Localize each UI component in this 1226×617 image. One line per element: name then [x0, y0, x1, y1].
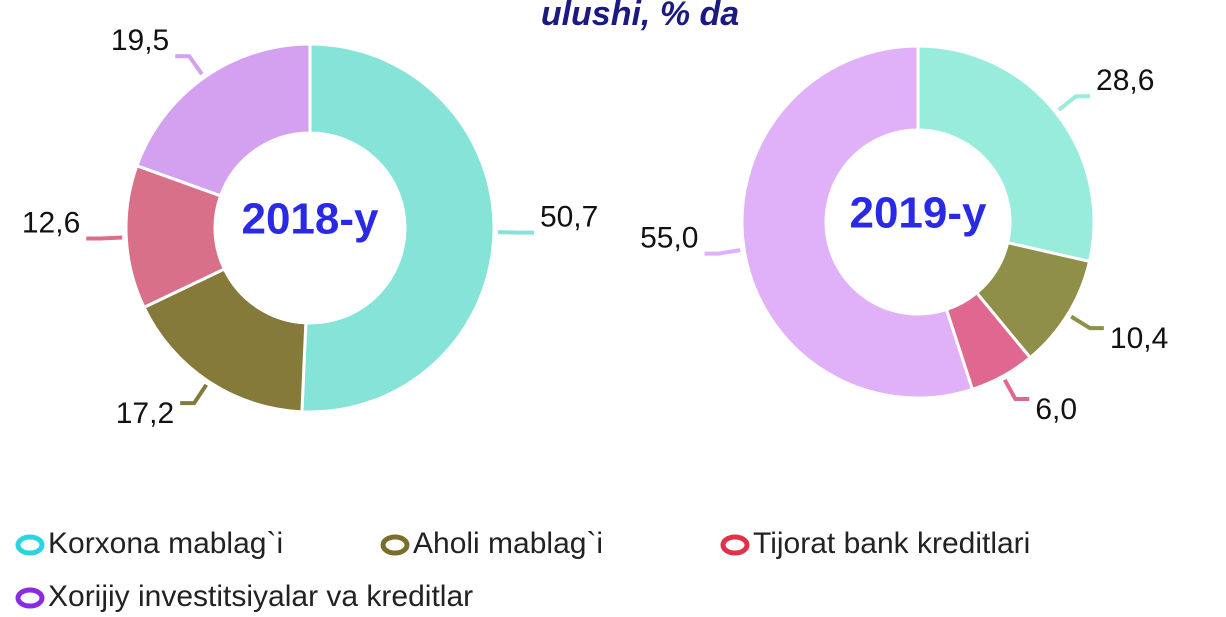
legend-marker: [720, 534, 750, 556]
legend-label: Aholi mablag`i: [413, 527, 603, 560]
center-label: 2018-y: [241, 195, 379, 244]
leader-line: [704, 248, 741, 256]
data-label: 10,4: [1110, 322, 1168, 355]
leader-line: [1070, 314, 1104, 331]
data-label: 19,5: [111, 24, 169, 57]
data-label: 12,6: [22, 206, 80, 239]
donut-slice: [134, 42, 312, 198]
donut-slice: [916, 44, 1096, 264]
donut-slice: [300, 42, 496, 414]
legend-label: Tijorat bank kreditlari: [753, 527, 1030, 560]
data-label: 17,2: [116, 397, 174, 430]
data-label: 28,6: [1096, 64, 1154, 97]
chart-title: ulushi, % da: [541, 0, 739, 33]
legend-marker: [15, 587, 45, 609]
data-label: 55,0: [640, 222, 698, 255]
donut-slice: [740, 44, 975, 400]
legend-label: Xorijiy investitsiyalar va kreditlar: [48, 580, 473, 613]
center-label: 2019-y: [849, 189, 987, 238]
leader-line: [86, 235, 123, 241]
data-label: 50,7: [540, 201, 598, 234]
leader-line: [180, 383, 208, 406]
leader-line: [1057, 94, 1091, 112]
leader-line: [175, 54, 204, 76]
legend-label: Korxona mablag`i: [48, 527, 283, 560]
data-label: 6,0: [1035, 393, 1077, 426]
legend-marker: [15, 534, 45, 556]
leader-line: [1002, 378, 1030, 402]
donut-slice: [142, 266, 308, 414]
legend-marker: [380, 534, 410, 556]
